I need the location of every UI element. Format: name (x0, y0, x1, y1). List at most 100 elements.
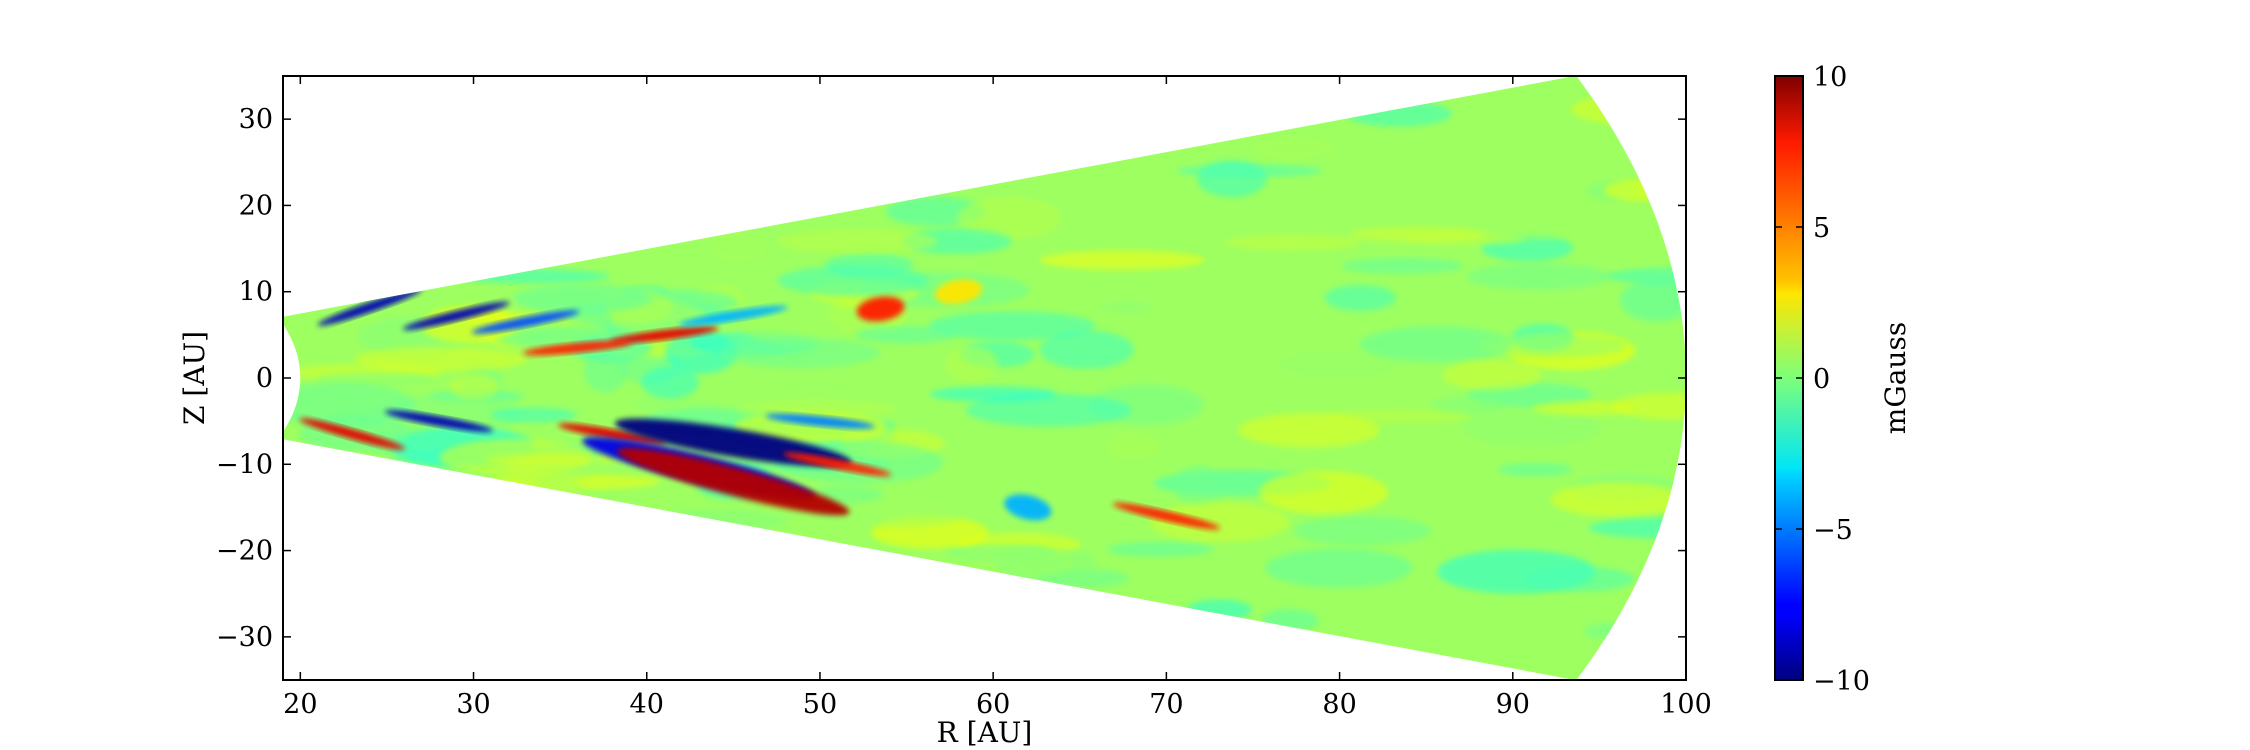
colorbar-tick-label: 0 (1813, 364, 1830, 395)
field-texture (1265, 548, 1413, 588)
field-texture (354, 346, 528, 372)
x-tick-label: 40 (630, 689, 664, 720)
colorbar-tick-label: −5 (1813, 515, 1853, 546)
field-texture (453, 269, 610, 284)
field-texture (1039, 250, 1205, 270)
field-texture (965, 393, 1132, 427)
field-texture (1149, 502, 1290, 543)
field-texture (719, 337, 881, 368)
field-structure (1004, 494, 1052, 521)
field-texture (513, 283, 652, 314)
y-tick-label: 0 (256, 363, 273, 394)
field-texture (1238, 412, 1380, 448)
field-texture (1605, 267, 1686, 285)
x-tick-label: 60 (976, 689, 1010, 720)
x-tick-label: 30 (456, 689, 490, 720)
colorbar-tick-label: −10 (1813, 666, 1870, 697)
field-texture (1345, 100, 1452, 127)
field-texture (776, 228, 938, 255)
field-structure (402, 301, 510, 330)
field-texture (630, 397, 717, 411)
field-texture (1429, 395, 1507, 416)
field-texture (484, 453, 619, 466)
field-texture (1106, 432, 1159, 460)
field-structure (557, 423, 667, 445)
field-structure (471, 310, 580, 334)
field-texture (902, 228, 1012, 255)
field-structure (783, 452, 892, 476)
field-texture (741, 306, 887, 348)
field-texture (1176, 164, 1323, 178)
field-texture (1604, 179, 1677, 202)
field-texture (1324, 284, 1396, 312)
field-texture (1498, 462, 1573, 477)
field-texture (928, 311, 1096, 341)
colorbar-label: mGauss (1879, 322, 1912, 434)
field-texture (1186, 599, 1252, 621)
y-tick-label: −20 (216, 536, 273, 567)
field-texture (1107, 541, 1214, 557)
field-texture (1276, 351, 1402, 377)
field-texture (735, 399, 898, 419)
field-texture (665, 331, 737, 374)
field-structure (679, 305, 788, 326)
field-texture (1100, 301, 1154, 314)
field-texture (1479, 334, 1627, 358)
field-texture (1349, 226, 1487, 242)
field-texture (1442, 360, 1542, 391)
field-texture (1359, 326, 1513, 363)
field-structure (1112, 502, 1221, 530)
y-tick-label: −10 (216, 449, 273, 480)
field-texture (836, 500, 967, 527)
field-structure (934, 279, 983, 305)
field-texture (1466, 263, 1611, 290)
colorbar-ticks: 10 5 0 −5 −10 (1775, 62, 1870, 697)
field-structure (765, 413, 875, 429)
field-texture (708, 229, 769, 264)
field-texture (1620, 279, 1686, 322)
y-tick-label: 20 (239, 190, 273, 221)
field-texture (1588, 517, 1686, 539)
heatmap-field (278, 76, 1686, 681)
y-axis-ticks: 30 20 10 0 −10 −20 −30 (216, 104, 1686, 653)
field-texture (933, 544, 1073, 580)
field-texture (1223, 234, 1361, 251)
colorbar-tick-label: 5 (1813, 213, 1830, 244)
y-tick-label: −30 (216, 622, 273, 653)
field-texture (1341, 257, 1464, 274)
field-texture (929, 386, 1057, 402)
field-structure (522, 340, 633, 356)
field-texture (945, 346, 999, 383)
field-structure (384, 410, 494, 432)
field-texture (956, 196, 1062, 240)
x-tick-label: 20 (283, 689, 317, 720)
y-tick-label: 30 (239, 104, 273, 135)
field-texture (315, 372, 433, 385)
y-axis-label: Z [AU] (178, 331, 211, 425)
x-axis-label: R [AU] (937, 716, 1033, 749)
field-structure (609, 326, 719, 344)
field-structure (317, 288, 422, 326)
field-structure (617, 447, 850, 516)
field-texture (733, 411, 888, 443)
field-structure (856, 296, 905, 322)
field-texture (1258, 471, 1389, 514)
field-texture (1523, 566, 1635, 592)
field-texture (1612, 392, 1686, 420)
field-texture (1249, 136, 1337, 160)
field-texture (490, 407, 577, 423)
field-texture (1550, 482, 1685, 517)
x-tick-label: 90 (1496, 689, 1530, 720)
colorbar-tick-label: 10 (1813, 62, 1847, 93)
x-tick-label: 100 (1660, 689, 1712, 720)
y-tick-label: 10 (239, 277, 273, 308)
x-axis-ticks: 20 30 40 50 60 70 80 90 100 (283, 76, 1712, 720)
field-texture (1261, 609, 1319, 632)
field-texture (641, 366, 699, 399)
field-texture (1292, 515, 1432, 546)
x-tick-label: 80 (1322, 689, 1356, 720)
field-structure (299, 418, 406, 450)
field-texture (854, 325, 957, 344)
field-texture (1570, 93, 1686, 126)
